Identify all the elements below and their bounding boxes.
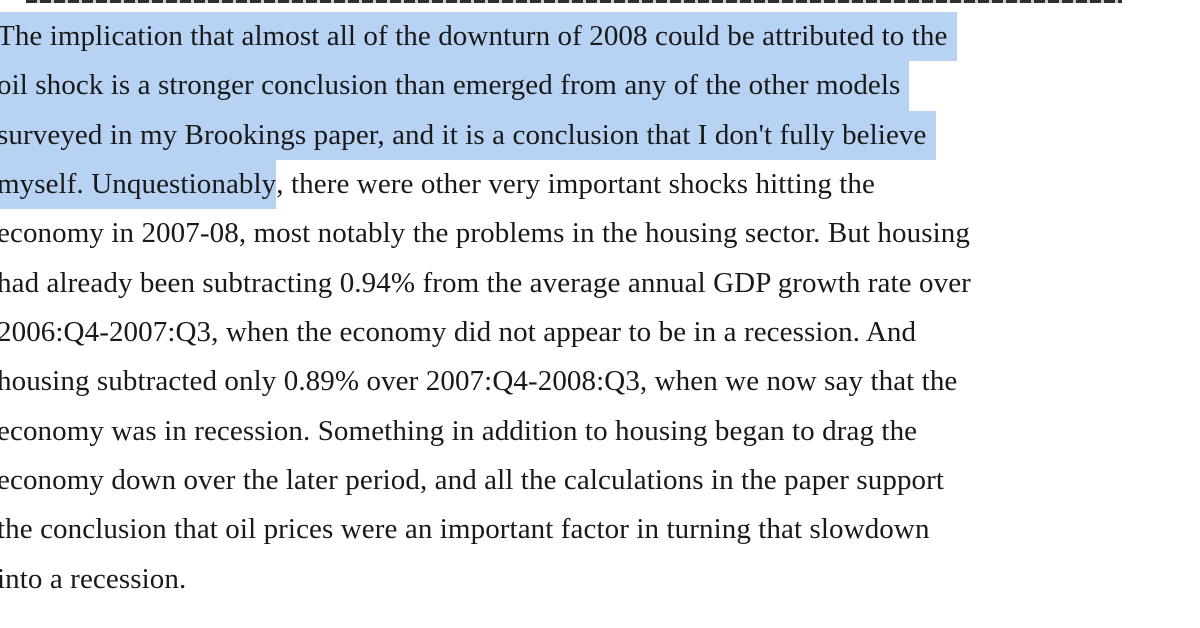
body-text: the conclusion that oil prices were an i… <box>0 513 930 546</box>
body-text: economy was in recession. Something in a… <box>0 414 918 447</box>
text-line: had already been subtracting 0.94% from … <box>0 259 1200 308</box>
body-text: economy in 2007-08, most notably the pro… <box>0 217 970 250</box>
body-text: 2006:Q4-2007:Q3, when the economy did no… <box>0 315 917 348</box>
article-paragraph[interactable]: The implication that almost all of the d… <box>0 12 1200 604</box>
body-text: , there were other very important shocks… <box>276 167 876 200</box>
text-line: 2006:Q4-2007:Q3, when the economy did no… <box>0 308 1200 357</box>
text-line: oil shock is a stronger conclusion than … <box>0 61 1200 111</box>
text-line: economy was in recession. Something in a… <box>0 407 1200 456</box>
selected-text: myself. Unquestionably <box>0 159 277 210</box>
body-text: had already been subtracting 0.94% from … <box>0 266 971 299</box>
selected-text: oil shock is a stronger conclusion than … <box>0 61 910 111</box>
text-line: economy in 2007-08, most notably the pro… <box>0 209 1200 258</box>
text-line: into a recession. <box>0 555 1200 604</box>
text-line: the conclusion that oil prices were an i… <box>0 505 1200 554</box>
text-line: surveyed in my Brookings paper, and it i… <box>0 110 1200 160</box>
body-text: economy down over the later period, and … <box>0 463 945 496</box>
text-line: myself. Unquestionably, there were other… <box>0 159 1200 210</box>
body-text: housing subtracted only 0.89% over 2007:… <box>0 365 958 398</box>
text-line: housing subtracted only 0.89% over 2007:… <box>0 357 1200 406</box>
cropped-previous-line-fragment <box>26 0 1122 3</box>
text-line: The implication that almost all of the d… <box>0 12 1200 62</box>
body-text: into a recession. <box>0 562 187 595</box>
selected-text: The implication that almost all of the d… <box>0 12 957 62</box>
selected-text: surveyed in my Brookings paper, and it i… <box>0 110 936 160</box>
text-line: economy down over the later period, and … <box>0 456 1200 505</box>
